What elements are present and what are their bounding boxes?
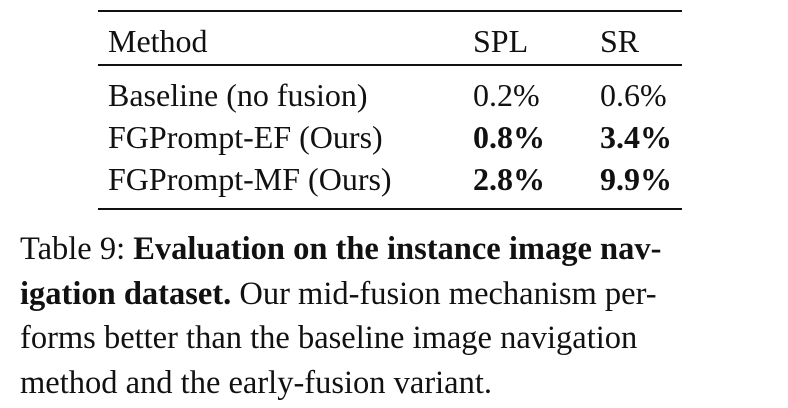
spl-cell: 2.8% (473, 160, 545, 197)
caption-line-4: method and the early-fusion variant. (20, 364, 492, 401)
caption-line-2: igation dataset. Our mid-fusion mechanis… (20, 272, 780, 317)
caption-bold-title-part1: Evaluation on the instance image nav- (133, 231, 662, 267)
caption-text-part1: Our mid-fusion mechanism per- (239, 275, 657, 312)
spl-cell: 0.2% (473, 76, 540, 113)
table-row: FGPrompt-EF (Ours) 0.8% 3.4% (98, 116, 682, 158)
method-cell: FGPrompt-MF (Ours) (108, 160, 392, 197)
table-row: Baseline (no fusion) 0.2% 0.6% (98, 74, 682, 116)
sr-cell: 3.4% (600, 118, 672, 155)
caption-line-3: forms better than the baseline image nav… (20, 320, 638, 356)
table-bottom-rule (98, 207, 682, 210)
table-row: FGPrompt-MF (Ours) 2.8% 9.9% (98, 158, 682, 200)
caption-label: Table 9: (20, 231, 126, 267)
header-spl: SPL (473, 23, 529, 59)
spl-cell: 0.8% (473, 118, 545, 155)
method-cell: Baseline (no fusion) (108, 76, 368, 113)
results-table: Method SPL SR Baseline (no fusion) 0.2% … (98, 10, 682, 210)
caption-bold-title-part2: igation dataset. (20, 275, 232, 312)
table-header-row: Method SPL SR (98, 12, 682, 64)
sr-cell: 0.6% (600, 76, 667, 113)
table-header-rule (98, 64, 682, 66)
table-top-rule (98, 10, 682, 12)
sr-cell: 9.9% (600, 160, 672, 197)
header-sr: SR (600, 23, 640, 59)
table-body: Baseline (no fusion) 0.2% 0.6% FGPrompt-… (98, 66, 682, 208)
method-cell: FGPrompt-EF (Ours) (108, 118, 383, 155)
header-method: Method (108, 23, 208, 59)
caption-line-1: Table 9: Evaluation on the instance imag… (20, 227, 780, 272)
table-caption: Table 9: Evaluation on the instance imag… (20, 227, 780, 405)
